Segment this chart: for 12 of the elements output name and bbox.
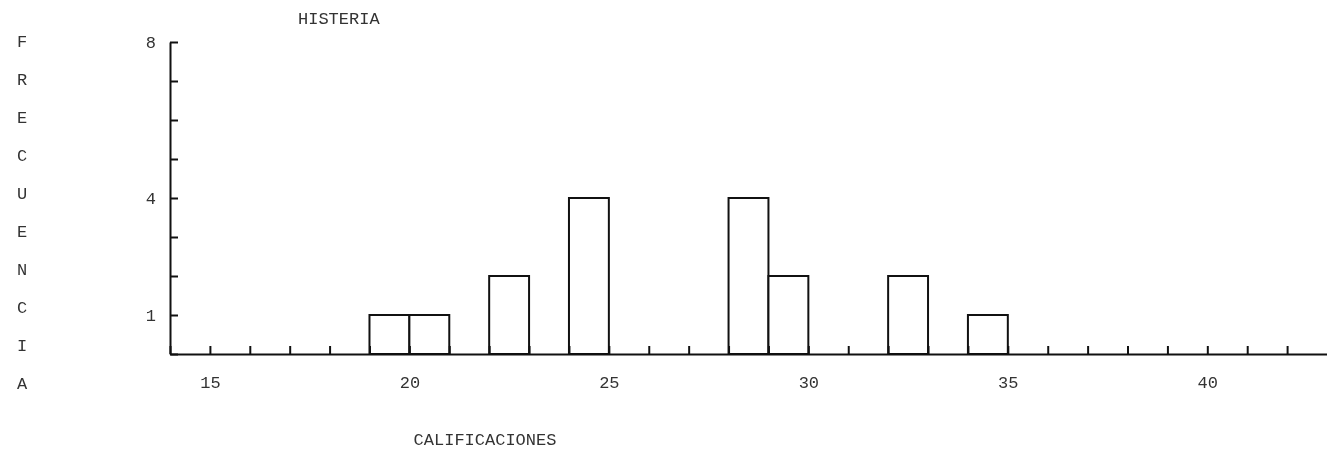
x-tick-label: 30	[798, 374, 820, 394]
y-tick-label: 1	[145, 306, 156, 326]
x-tick-label: 20	[399, 374, 421, 394]
y-tick-label: 8	[145, 33, 156, 53]
x-tick-label: 35	[998, 374, 1019, 394]
x-tick-label: 40	[1197, 374, 1219, 394]
chart-title: HISTERIA	[298, 10, 381, 29]
text: FRECUENCIA	[16, 33, 28, 394]
x-tick-label: 15	[200, 374, 221, 394]
x-axis-title: CALIFICACIONES	[413, 431, 557, 450]
x-tick-label: 25	[599, 374, 620, 394]
y-tick-label: 4	[145, 189, 156, 209]
